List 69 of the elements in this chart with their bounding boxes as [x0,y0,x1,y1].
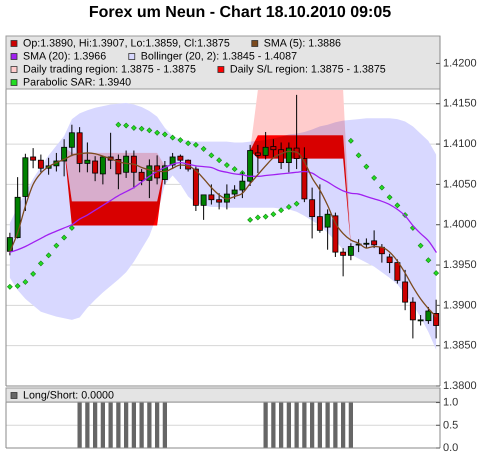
point [193,142,199,148]
point [116,122,122,128]
point [46,252,52,258]
point [7,284,13,290]
legend-label: Long/Short: 0.0000 [23,390,114,402]
y-tick-label: 1.3900 [443,299,477,312]
point [270,211,276,218]
point [294,200,300,207]
candlestick [386,253,393,274]
y-tick-label: 1.4200 [443,57,477,70]
point [69,225,75,231]
y-tick-label: 1.3800 [443,380,477,392]
candlestick [309,187,316,239]
point [30,271,36,277]
point [364,164,370,170]
point [418,242,424,248]
point [170,134,176,140]
y-tick-label: 1.4000 [443,218,477,231]
y-tick-label: 1.4100 [443,138,477,150]
point [348,138,354,144]
point [379,184,385,190]
y-tick-label: 1.3950 [443,259,477,272]
y-tick-label: 1.4050 [443,178,477,190]
point [22,279,28,285]
point [394,202,400,208]
point [38,260,44,266]
y-tick-label: 1.4150 [443,98,477,110]
point [200,146,206,152]
candlestick [348,242,354,261]
point [386,194,392,200]
y-tick-label: 1.3850 [443,340,477,352]
point [131,125,137,131]
legend-label: Parabolic SAR: 1.3940 [23,76,132,88]
legend-label: Bollinger (20, 2): 1.3845 - 1.4087 [140,50,298,62]
point [278,207,284,213]
point [232,166,238,172]
point [224,162,230,168]
point [178,137,184,143]
point [61,234,67,240]
legend-label: Daily trading region: 1.3875 - 1.3875 [23,64,196,76]
point [14,283,20,289]
y-tick-label: 0.5 [443,419,458,432]
point [54,242,60,248]
y-tick-label: 1.0 [443,396,458,409]
legend-label: Daily S/L region: 1.3875 - 1.3875 [230,64,386,76]
legend-label: SMA (20): 1.3966 [23,50,106,62]
point [154,130,160,136]
legend-label: SMA (5): 1.3886 [264,38,342,50]
point [162,132,168,138]
candlestick [61,138,68,177]
point [255,214,261,220]
chart-title: Forex um Neun - Chart 18.10.2010 09:05 [88,4,392,21]
candlestick [402,269,408,311]
point [208,152,214,158]
point [216,157,222,163]
point [138,126,144,132]
point [146,128,152,134]
point [286,204,292,210]
point [433,270,439,276]
point [262,214,268,220]
legend-label: Op:1.3890, Hi:1.3907, Lo:1.3859, Cl:1.3875 [23,38,230,50]
point [123,122,129,128]
point [426,257,432,263]
point [247,217,253,223]
y-tick-label: 0.0 [443,442,458,454]
point [356,152,362,158]
candlestick [394,258,400,284]
point [371,175,377,181]
point [185,140,191,146]
